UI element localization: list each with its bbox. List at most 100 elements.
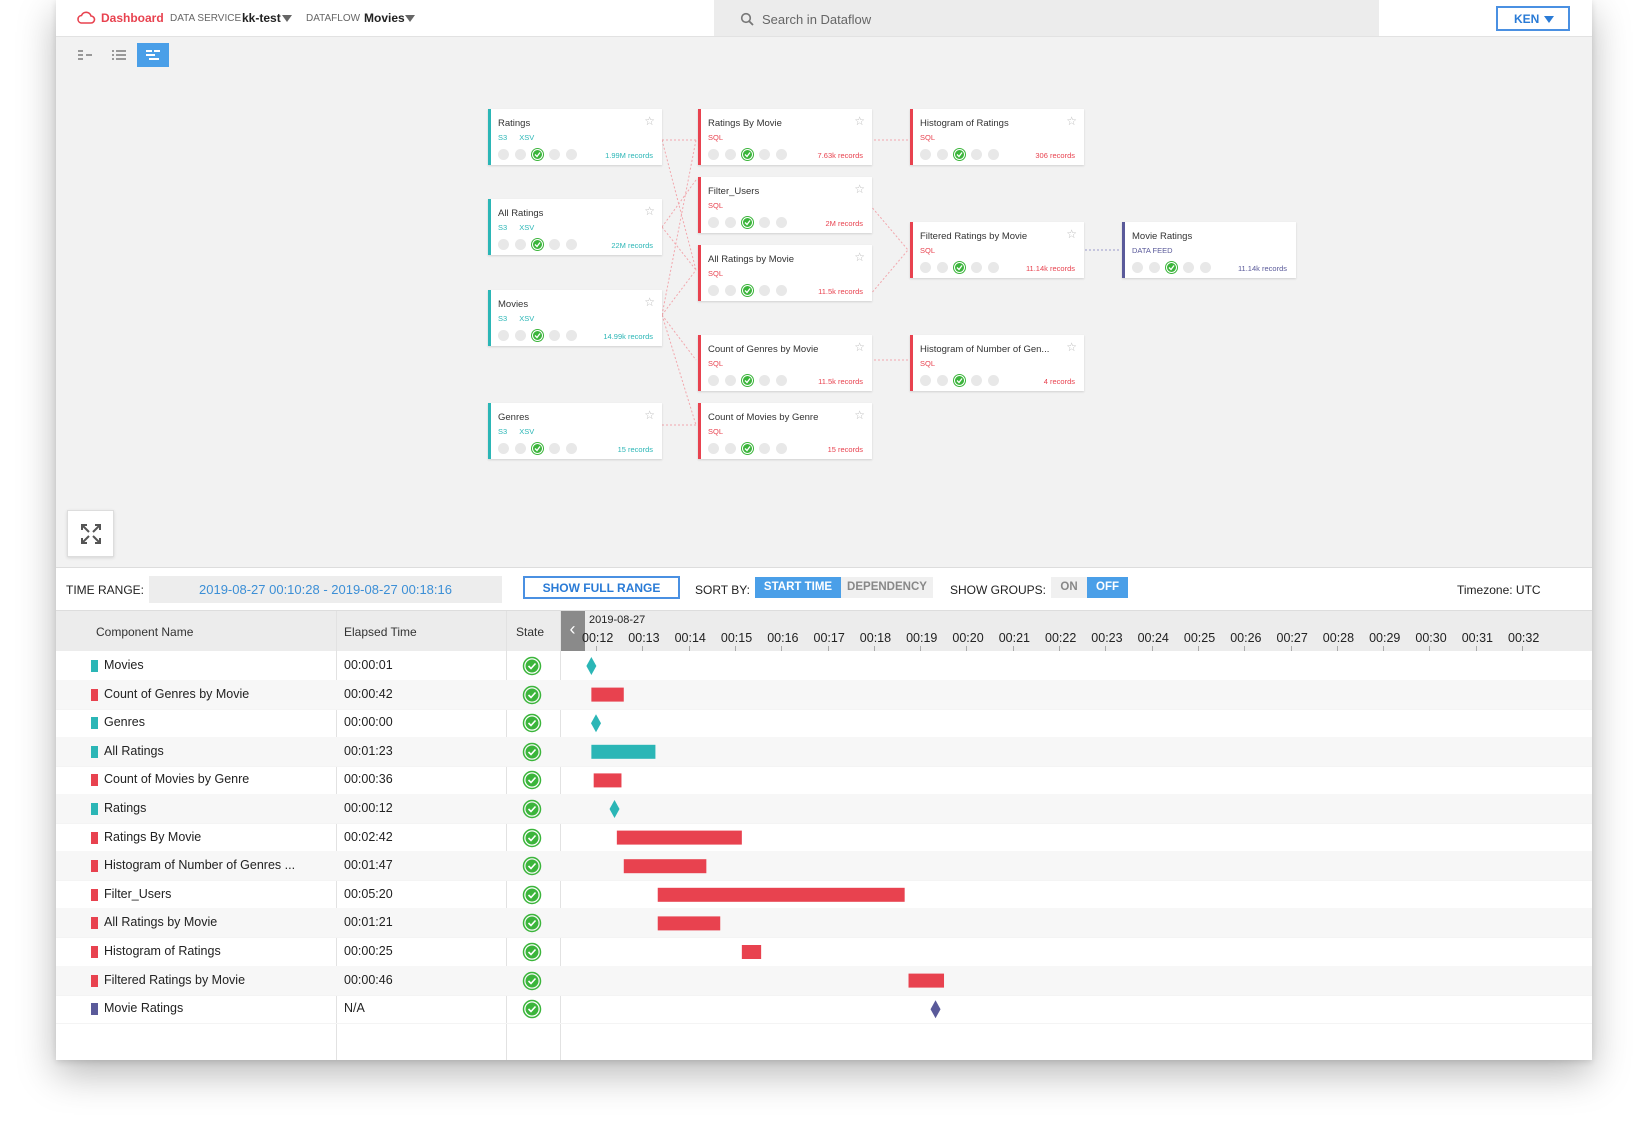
- node-filtered-ratings-by-movie[interactable]: Filtered Ratings by Movie ☆ SQL 11.14k re…: [910, 222, 1084, 278]
- data-service-select[interactable]: kk-test: [242, 11, 281, 25]
- node-genres[interactable]: Genres ☆ S3 XSV 15 records: [488, 403, 662, 459]
- search-bar[interactable]: Search in Dataflow: [714, 0, 1379, 36]
- star-icon[interactable]: ☆: [644, 295, 655, 309]
- gantt-view-button[interactable]: [137, 43, 169, 67]
- table-row[interactable]: Histogram of Number of Genres ... 00:01:4…: [56, 851, 1592, 882]
- star-icon[interactable]: ☆: [1066, 227, 1077, 241]
- node-count-of-genres-by-movie[interactable]: Count of Genres by Movie ☆ SQL 11.5k reco…: [698, 335, 872, 391]
- node-all-ratings-by-movie[interactable]: All Ratings by Movie ☆ SQL 11.5k records: [698, 245, 872, 301]
- node-title: Count of Movies by Genre: [708, 412, 819, 423]
- state-header[interactable]: State: [516, 625, 545, 639]
- gantt-bar[interactable]: [741, 945, 762, 959]
- sort-start-time-button[interactable]: START TIME: [755, 577, 841, 598]
- star-icon[interactable]: ☆: [854, 114, 865, 128]
- elapsed-time: 00:00:12: [344, 801, 393, 815]
- table-row[interactable]: Count of Genres by Movie 00:00:42: [56, 679, 1592, 710]
- dashboard-link[interactable]: Dashboard: [101, 11, 164, 25]
- tag-badge: SQL: [708, 269, 724, 278]
- component-table: Movies 00:00:01 Count of Genres by Movie 00…: [56, 651, 1592, 1060]
- gantt-milestone[interactable]: [930, 1000, 941, 1019]
- star-icon[interactable]: ☆: [1066, 114, 1077, 128]
- node-title: Histogram of Ratings: [920, 118, 1009, 129]
- gantt-bar[interactable]: [623, 859, 707, 874]
- dataflow-graph[interactable]: Ratings ☆ S3 XSV 1.99M records All Ratings…: [56, 37, 1592, 567]
- column-divider: [560, 611, 561, 1060]
- component-name: Histogram of Ratings: [104, 944, 221, 958]
- node-title: All Ratings by Movie: [708, 254, 795, 265]
- component-name: Ratings By Movie: [104, 829, 202, 844]
- gantt-milestone[interactable]: [609, 800, 620, 818]
- component-name: Movies: [104, 658, 144, 672]
- record-count: 2M records: [825, 219, 863, 228]
- groups-off-button[interactable]: OFF: [1087, 577, 1128, 598]
- node-all-ratings[interactable]: All Ratings ☆ S3 XSV 22M records: [488, 199, 662, 255]
- tick-mark: [596, 646, 597, 651]
- tag-badge: S3: [498, 314, 508, 323]
- success-check-icon: [522, 799, 542, 819]
- gantt-bar[interactable]: [591, 687, 624, 702]
- node-ratings[interactable]: Ratings ☆ S3 XSV 1.99M records: [488, 109, 662, 165]
- star-icon[interactable]: ☆: [1066, 340, 1077, 354]
- gantt-milestone[interactable]: [591, 714, 601, 733]
- tag-badge: SQL: [920, 359, 936, 368]
- tick-label: 00:30: [1415, 631, 1447, 645]
- tag-badge: SQL: [920, 246, 936, 255]
- success-check-icon: [522, 828, 542, 847]
- star-icon[interactable]: ☆: [644, 408, 655, 422]
- tick-mark: [1244, 646, 1246, 651]
- list-view-button[interactable]: [103, 43, 135, 67]
- chevron-down-icon[interactable]: [282, 15, 292, 22]
- table-row[interactable]: Filtered Ratings by Movie 00:00:46: [56, 965, 1592, 996]
- column-divider: [336, 611, 337, 1060]
- node-histogram-of-ratings[interactable]: Histogram of Ratings ☆ SQL 306 records: [910, 109, 1084, 165]
- gantt-bar[interactable]: [591, 744, 656, 759]
- tree-view-button[interactable]: [69, 43, 101, 67]
- chevron-down-icon[interactable]: [405, 15, 415, 22]
- type-swatch: [91, 717, 98, 730]
- star-icon[interactable]: ☆: [854, 408, 865, 422]
- star-icon[interactable]: ☆: [854, 182, 865, 196]
- fullscreen-button[interactable]: [67, 510, 114, 557]
- node-filter-users[interactable]: Filter_Users ☆ SQL 2M records: [698, 177, 872, 233]
- star-icon[interactable]: ☆: [644, 114, 655, 128]
- table-row[interactable]: Movie Ratings N/A: [56, 994, 1592, 1025]
- gantt-bar[interactable]: [593, 773, 622, 788]
- time-range-field[interactable]: 2019-08-27 00:10:28 - 2019-08-27 00:18:1…: [149, 576, 502, 603]
- status-dots: [708, 149, 787, 160]
- cloud-logo-icon: [77, 11, 96, 24]
- node-count-of-movies-by-genre[interactable]: Count of Movies by Genre ☆ SQL 15 records: [698, 403, 872, 459]
- user-menu-button[interactable]: KEN: [1496, 6, 1570, 31]
- node-type-bar: [910, 109, 913, 165]
- sort-dependency-button[interactable]: DEPENDENCY: [841, 577, 933, 598]
- tag-badge: S3: [498, 427, 508, 436]
- gantt-milestone[interactable]: [586, 657, 597, 675]
- node-movies[interactable]: Movies ☆ S3 XSV 14.99k records: [488, 290, 662, 346]
- star-icon[interactable]: ☆: [854, 340, 865, 354]
- dataflow-select[interactable]: Movies: [364, 11, 405, 25]
- node-movie-ratings[interactable]: Movie Ratings DATA FEED 11.14k records: [1122, 222, 1296, 278]
- node-title: Ratings: [498, 118, 531, 129]
- table-row[interactable]: All Ratings 00:01:23: [56, 736, 1592, 767]
- search-input[interactable]: Search in Dataflow: [762, 12, 872, 27]
- gantt-bar[interactable]: [657, 916, 721, 931]
- star-icon[interactable]: ☆: [644, 204, 655, 218]
- node-ratings-by-movie[interactable]: Ratings By Movie ☆ SQL 7.63k records: [698, 109, 872, 165]
- elapsed-time: 00:01:47: [344, 858, 393, 873]
- timeline-back-button[interactable]: ‹: [560, 611, 585, 651]
- tick-label: 00:15: [720, 631, 753, 645]
- gantt-bar[interactable]: [616, 830, 742, 845]
- gantt-bar[interactable]: [657, 887, 905, 902]
- table-row[interactable]: Ratings 00:00:12: [56, 794, 1592, 824]
- table-row[interactable]: All Ratings by Movie 00:01:21: [56, 908, 1592, 939]
- status-dots: [708, 217, 787, 228]
- component-name-header[interactable]: Component Name: [96, 625, 194, 639]
- show-full-range-button[interactable]: SHOW FULL RANGE: [523, 576, 680, 599]
- elapsed-time-header[interactable]: Elapsed Time: [344, 625, 417, 639]
- node-histogram-of-number-of-genres[interactable]: Histogram of Number of Gen... ☆ SQL 4 rec…: [910, 335, 1084, 391]
- groups-on-button[interactable]: ON: [1051, 577, 1087, 598]
- check-icon: [742, 443, 753, 454]
- type-swatch: [91, 803, 98, 815]
- gantt-bar[interactable]: [908, 973, 945, 988]
- star-icon[interactable]: ☆: [854, 250, 865, 264]
- record-count: 306 records: [1035, 151, 1075, 160]
